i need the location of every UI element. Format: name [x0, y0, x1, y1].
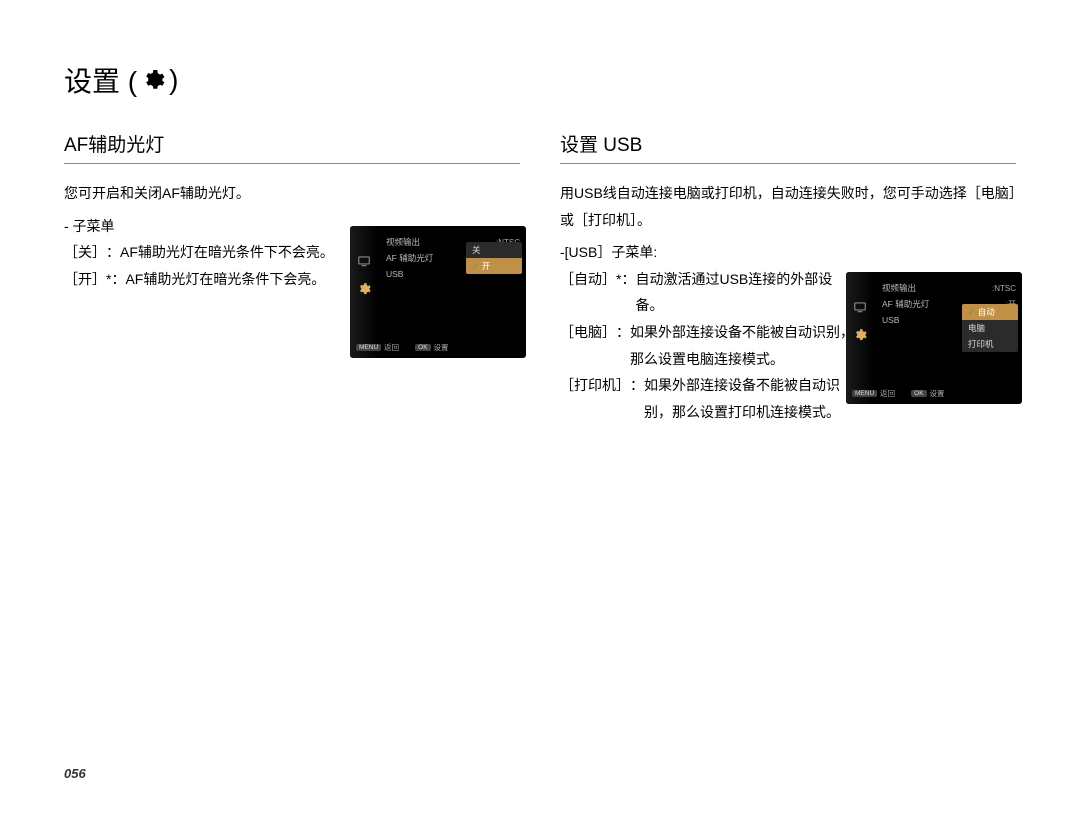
option-row: ［开］* ： AF辅助光灯在暗光条件下会亮。	[64, 266, 354, 293]
option-row: ［电脑］ ： 如果外部连接设备不能被自动识别，那么设置电脑连接模式。	[560, 319, 860, 372]
option-key: ［打印机］	[560, 372, 630, 425]
right-heading: 设置 USB	[560, 130, 1016, 164]
option-row: ［关］ ： AF辅助光灯在暗光条件下不会亮。	[64, 239, 354, 266]
option-key: ［开］*	[64, 266, 111, 293]
ok-button[interactable]: OK设置	[911, 388, 944, 399]
left-column: AF辅助光灯 您可开启和关闭AF辅助光灯。 - 子菜单 ［关］ ： AF辅助光灯…	[64, 130, 520, 425]
menu-button[interactable]: MENU返回	[356, 342, 399, 353]
check-icon: ✓	[472, 262, 479, 271]
left-content: 您可开启和关闭AF辅助光灯。 - 子菜单 ［关］ ： AF辅助光灯在暗光条件下不…	[64, 180, 520, 292]
left-intro: 您可开启和关闭AF辅助光灯。	[64, 180, 354, 207]
page-number: 056	[64, 766, 86, 781]
left-submenu-label: - 子菜单	[64, 213, 354, 240]
option-desc: AF辅助光灯在暗光条件下会亮。	[125, 266, 354, 293]
cam-popup: 关 ✓开	[466, 242, 522, 274]
option-row: ［打印机］ ： 如果外部连接设备不能被自动识别，那么设置打印机连接模式。	[560, 372, 860, 425]
option-sep: ：	[616, 319, 630, 372]
right-submenu-label: -[USB］子菜单:	[560, 239, 860, 266]
display-icon	[853, 300, 867, 314]
option-desc: 如果外部连接设备不能被自动识别，那么设置打印机连接模式。	[644, 372, 860, 425]
cam-popup-item[interactable]: 打印机	[962, 336, 1018, 352]
option-row: ［自动］* ： 自动激活通过USB连接的外部设备。	[560, 266, 860, 319]
gear-icon	[853, 328, 867, 342]
cam-popup-item[interactable]: 关	[466, 242, 522, 258]
cam-bottom-bar: MENU返回 OK设置	[356, 342, 520, 353]
option-desc: AF辅助光灯在暗光条件下不会亮。	[120, 239, 354, 266]
columns: AF辅助光灯 您可开启和关闭AF辅助光灯。 - 子菜单 ［关］ ： AF辅助光灯…	[64, 130, 1016, 425]
menu-button[interactable]: MENU返回	[852, 388, 895, 399]
cam-sidebar	[350, 226, 378, 358]
left-text: 您可开启和关闭AF辅助光灯。 - 子菜单 ［关］ ： AF辅助光灯在暗光条件下不…	[64, 180, 354, 292]
option-sep: ：	[630, 372, 644, 425]
page-title: 设置 ( )	[64, 60, 1016, 100]
option-key: ［自动］*	[560, 266, 621, 319]
camera-screen-right: 视频输出:NTSC AF 辅助光灯:开 USB ✓自动 电脑 打印机 MENU返…	[846, 272, 1022, 404]
gear-icon	[357, 282, 371, 296]
cam-popup-item[interactable]: 电脑	[962, 320, 1018, 336]
cam-bottom-bar: MENU返回 OK设置	[852, 388, 1016, 399]
option-key: ［关］	[64, 239, 106, 266]
option-desc: 自动激活通过USB连接的外部设备。	[635, 266, 860, 319]
cam-screen: 视频输出:NTSC AF 辅助光灯:开 USB ✓自动 电脑 打印机 MENU返…	[846, 272, 1022, 404]
cam-row: 视频输出:NTSC	[882, 280, 1016, 296]
option-sep: ：	[111, 266, 125, 293]
page-title-prefix: 设置 (	[64, 60, 137, 100]
option-desc: 如果外部连接设备不能被自动识别，那么设置电脑连接模式。	[630, 319, 860, 372]
right-intro: 用USB线自动连接电脑或打印机，自动连接失败时，您可手动选择［电脑］或［打印机］…	[560, 180, 1016, 233]
right-content: 用USB线自动连接电脑或打印机，自动连接失败时，您可手动选择［电脑］或［打印机］…	[560, 180, 1016, 425]
page: 设置 ( ) AF辅助光灯 您可开启和关闭AF辅助光灯。 - 子菜单 ［关］ ：…	[0, 0, 1080, 425]
page-title-suffix: )	[169, 64, 178, 96]
cam-popup: ✓自动 电脑 打印机	[962, 304, 1018, 352]
cam-popup-item[interactable]: ✓开	[466, 258, 522, 274]
camera-screen-left: 视频输出:NTSC AF 辅助光灯 USB 关 ✓开 MENU返回 OK设置	[350, 226, 526, 358]
right-text: -[USB］子菜单: ［自动］* ： 自动激活通过USB连接的外部设备。 ［电脑…	[560, 239, 860, 425]
right-column: 设置 USB 用USB线自动连接电脑或打印机，自动连接失败时，您可手动选择［电脑…	[560, 130, 1016, 425]
check-icon: ✓	[968, 308, 975, 317]
cam-popup-item[interactable]: ✓自动	[962, 304, 1018, 320]
cam-screen: 视频输出:NTSC AF 辅助光灯 USB 关 ✓开 MENU返回 OK设置	[350, 226, 526, 358]
display-icon	[357, 254, 371, 268]
ok-button[interactable]: OK设置	[415, 342, 448, 353]
gear-icon	[141, 68, 165, 92]
option-sep: ：	[621, 266, 635, 319]
cam-sidebar	[846, 272, 874, 404]
left-heading: AF辅助光灯	[64, 130, 520, 164]
option-key: ［电脑］	[560, 319, 616, 372]
option-sep: ：	[106, 239, 120, 266]
